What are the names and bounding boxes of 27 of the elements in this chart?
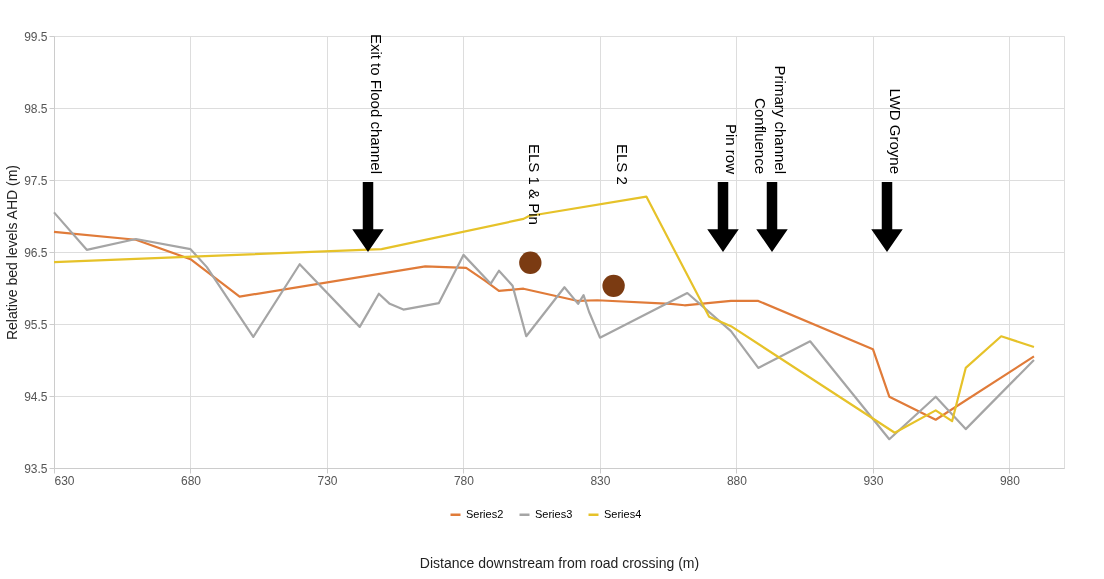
y-tick-label: 98.5 [24,101,48,116]
y-tick-label: 96.5 [24,245,48,260]
annotation: Exit to Flood channel [368,33,385,174]
y-tick-label: 94.5 [24,389,48,404]
annotation: Primary channel Confluence [752,65,789,174]
legend-label: Series4 [604,507,642,520]
x-tick-label: 730 [317,473,338,488]
x-tick-label: 880 [726,473,748,488]
y-axis-title: Relative bed levels AHD (m) [4,164,21,341]
line-series [52,230,1036,421]
legend-label: Series3 [535,507,573,520]
legend-label: Series2 [466,507,504,520]
annotation: Pin row [723,123,740,175]
x-axis-title: Distance downstream from road crossing (m) [419,554,700,571]
y-tick-label: 95.5 [24,317,48,332]
x-tick-label: 980 [999,473,1021,488]
y-tick-label: 97.5 [24,173,48,188]
annotation: ELS 2 [614,144,631,185]
annotation: ELS 1 & Pin [526,144,543,225]
x-tick-label: 630 [54,473,75,488]
y-tick-label: 93.5 [24,461,48,476]
x-tick-label: 780 [453,473,475,488]
x-tick-label: 830 [590,473,611,488]
x-tick-label: 930 [863,473,884,488]
y-tick-label: 99.5 [24,29,48,44]
annotation: LWD Groyne [887,88,904,174]
x-tick-label: 680 [180,473,202,488]
